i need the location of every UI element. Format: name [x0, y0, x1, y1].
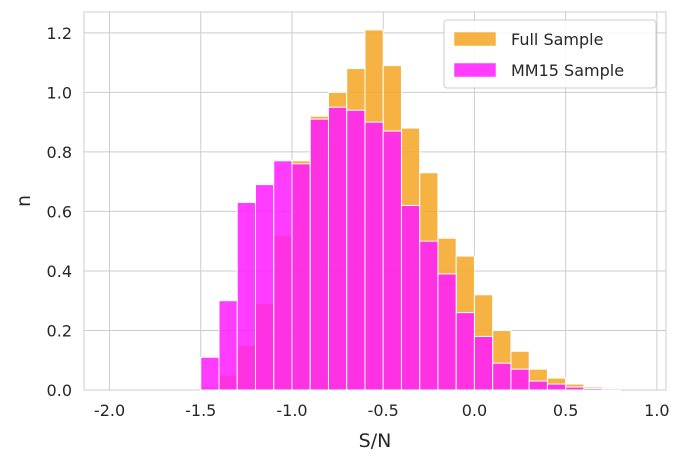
mm15-sample-bar: [200, 356, 220, 391]
mm15-sample-bars: [200, 106, 621, 391]
legend-label-full-sample: Full Sample: [511, 30, 603, 49]
x-tick-label: -0.5: [368, 401, 399, 420]
mm15-sample-bar: [254, 184, 275, 391]
y-tick-label: 1.2: [47, 24, 72, 43]
mm15-sample-bar: [528, 380, 548, 391]
mm15-sample-bar: [382, 130, 402, 391]
x-tick-label: 1.0: [644, 401, 669, 420]
x-axis-label: S/N: [359, 430, 392, 452]
mm15-sample-bar: [455, 312, 475, 391]
x-tick-label: 0.5: [553, 401, 578, 420]
mm15-sample-bar: [273, 160, 293, 391]
mm15-sample-bar: [291, 163, 311, 391]
y-tick-label: 0.6: [47, 202, 72, 221]
mm15-sample-bar: [327, 106, 348, 391]
x-tick-label: -1.0: [276, 401, 307, 420]
y-axis-ticks: 0.0 0.2 0.4 0.6 0.8 1.0 1.2: [47, 24, 72, 400]
mm15-sample-bar: [218, 300, 238, 391]
x-tick-label: 0.0: [462, 401, 487, 420]
x-tick-label: -2.0: [94, 401, 125, 420]
mm15-sample-bar: [601, 388, 621, 391]
legend-label-mm15-sample: MM15 Sample: [511, 61, 624, 80]
y-tick-label: 0.8: [47, 143, 72, 162]
y-tick-label: 0.2: [47, 321, 72, 340]
legend-swatch-full-sample: [453, 31, 497, 47]
mm15-sample-bar: [346, 109, 366, 391]
mm15-sample-bar: [419, 240, 439, 391]
mm15-sample-bar: [236, 201, 256, 391]
legend-box: [443, 19, 657, 89]
mm15-sample-bar: [492, 362, 512, 391]
mm15-sample-bar: [437, 273, 457, 391]
x-axis-ticks: -2.0 -1.5 -1.0 -0.5 0.0 0.5 1.0: [94, 401, 670, 420]
mm15-sample-bar: [364, 121, 384, 391]
mm15-sample-bar: [473, 335, 494, 391]
y-tick-label: 1.0: [47, 83, 72, 102]
y-tick-label: 0.0: [47, 381, 72, 400]
mm15-sample-bar: [400, 204, 421, 391]
legend: Full Sample MM15 Sample: [443, 19, 657, 89]
x-tick-label: -1.5: [185, 401, 216, 420]
mm15-sample-bar: [546, 383, 567, 391]
mm15-sample-bar: [583, 388, 603, 391]
y-tick-label: 0.4: [47, 262, 72, 281]
mm15-sample-bar: [309, 118, 329, 391]
legend-swatch-mm15-sample: [453, 62, 497, 78]
mm15-sample-bar: [565, 386, 585, 391]
mm15-sample-bar: [510, 368, 530, 391]
y-axis-label: n: [13, 195, 35, 207]
